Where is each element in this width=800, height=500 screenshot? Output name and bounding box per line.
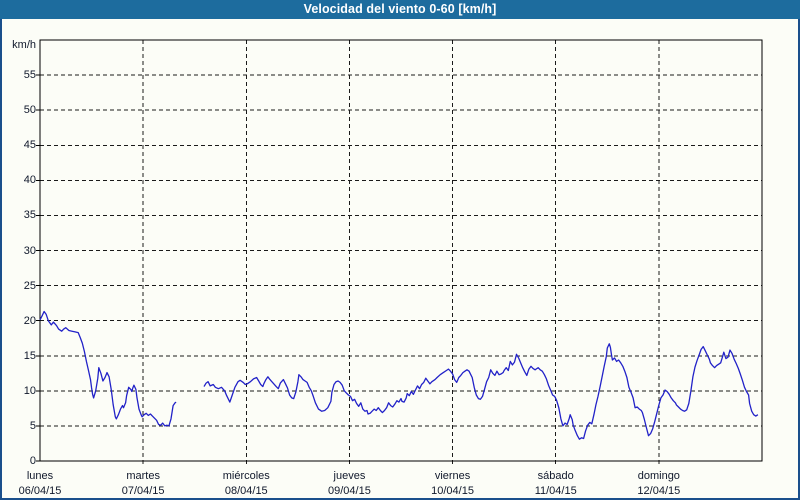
chart-title: Velocidad del viento 0-60 [km/h] bbox=[303, 2, 497, 16]
y-tick-label: 10 bbox=[23, 384, 36, 397]
x-date-label: 09/04/15 bbox=[328, 485, 371, 497]
y-tick-label: 30 bbox=[23, 244, 36, 257]
x-day-label: miércoles bbox=[222, 470, 270, 482]
wind-speed-line bbox=[203, 343, 759, 440]
y-tick-label: 25 bbox=[23, 279, 36, 292]
y-tick-label: 45 bbox=[23, 139, 36, 152]
y-tick-label: 40 bbox=[23, 174, 36, 187]
x-date-label: 07/04/15 bbox=[121, 485, 165, 497]
x-day-label: sábado bbox=[537, 470, 574, 482]
x-date-label: 06/04/15 bbox=[18, 485, 62, 497]
y-tick-label: 20 bbox=[23, 314, 36, 327]
plot-border bbox=[39, 39, 763, 462]
wind-speed-line bbox=[39, 310, 177, 427]
x-date-label: 12/04/15 bbox=[637, 485, 681, 497]
y-tick-label: 5 bbox=[29, 419, 36, 432]
x-day-label: viernes bbox=[434, 470, 471, 482]
x-date-label: 11/04/15 bbox=[534, 485, 577, 497]
x-day-label: martes bbox=[126, 470, 160, 482]
x-day-label: lunes bbox=[26, 470, 54, 482]
y-axis-unit-label: km/h bbox=[12, 39, 36, 51]
y-tick-label: 55 bbox=[23, 69, 36, 82]
y-tick-label: 35 bbox=[23, 209, 36, 222]
x-date-label: 10/04/15 bbox=[431, 485, 474, 497]
x-day-label: domingo bbox=[637, 470, 680, 482]
y-tick-label: 15 bbox=[23, 349, 36, 362]
x-day-label: jueves bbox=[333, 470, 366, 482]
chart-title-bar: Velocidad del viento 0-60 [km/h] bbox=[0, 0, 800, 19]
y-tick-label: 50 bbox=[23, 104, 36, 117]
y-tick-label: 0 bbox=[29, 455, 36, 467]
x-date-label: 08/04/15 bbox=[224, 485, 268, 497]
